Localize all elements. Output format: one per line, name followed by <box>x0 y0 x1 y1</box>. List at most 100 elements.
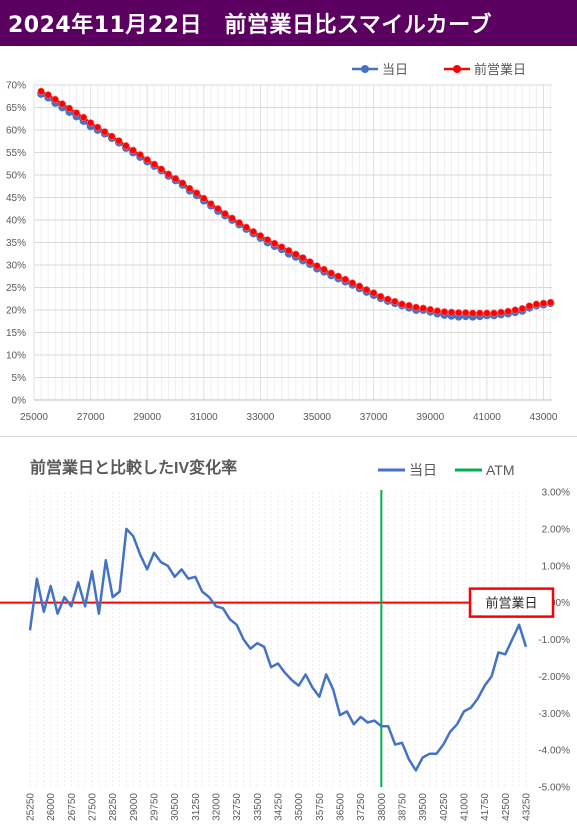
y-tick-label: -3.00% <box>538 709 570 720</box>
legend-swatch-marker <box>453 65 461 73</box>
data-point-previous-day <box>51 95 59 104</box>
x-tick-label: 35000 <box>294 793 305 821</box>
data-point-previous-day <box>306 258 314 266</box>
y-tick-label: 1.00% <box>542 561 570 572</box>
data-point-previous-day <box>525 302 533 310</box>
y-tick-label: 65% <box>6 103 26 114</box>
x-tick-label: 27500 <box>88 793 99 821</box>
data-point-previous-day <box>433 307 441 315</box>
data-point-previous-day <box>285 247 293 255</box>
data-point-previous-day <box>242 223 250 231</box>
data-point-previous-day <box>476 309 484 317</box>
data-point-previous-day <box>447 308 456 316</box>
data-point-previous-day <box>440 308 449 316</box>
data-point-previous-day <box>108 132 116 140</box>
x-tick-label: 32000 <box>212 793 223 821</box>
x-tick-label: 41000 <box>473 412 501 423</box>
x-tick-label: 25250 <box>26 793 37 821</box>
data-point-previous-day <box>214 205 222 213</box>
data-point-previous-day <box>94 123 102 131</box>
x-tick-label: 33000 <box>247 412 275 423</box>
data-point-previous-day <box>469 309 477 317</box>
data-point-previous-day <box>143 156 151 164</box>
x-tick-label: 36500 <box>336 793 347 821</box>
data-point-previous-day <box>299 254 307 262</box>
y-tick-label: 35% <box>6 238 26 249</box>
legend-label: 当日 <box>382 62 408 77</box>
data-point-previous-day <box>419 304 427 312</box>
data-point-previous-day <box>193 189 201 197</box>
data-point-previous-day <box>334 272 342 280</box>
data-point-previous-day <box>129 146 137 154</box>
x-tick-label: 38750 <box>398 793 409 821</box>
x-tick-label: 30500 <box>170 793 181 821</box>
data-point-previous-day <box>72 109 81 117</box>
data-point-previous-day <box>207 200 215 208</box>
y-tick-label: 50% <box>6 171 26 182</box>
data-point-previous-day <box>511 306 519 314</box>
iv-change-svg: 前営業日と比較したIV変化率 3.00% 2.00% 1.00% 0.00% -1.00%… <box>0 458 570 821</box>
data-point-previous-day <box>504 307 512 315</box>
data-point-previous-day <box>200 194 208 202</box>
data-point-previous-day <box>539 299 548 307</box>
x-tick-label: 35750 <box>315 793 326 821</box>
annotation-box <box>468 587 555 618</box>
y-tick-label: 55% <box>6 148 26 159</box>
x-tick-label: 40250 <box>439 793 450 821</box>
data-point-previous-day <box>391 297 399 306</box>
x-tick-label: 27000 <box>77 412 105 423</box>
data-point-previous-day <box>320 265 328 274</box>
series-line-today <box>28 527 528 772</box>
x-tick-label: 34250 <box>274 793 285 821</box>
x-tick-label: 29000 <box>129 793 140 821</box>
x-tick-label: 32750 <box>232 793 243 821</box>
y-tick-label: 0% <box>12 396 27 407</box>
data-point-previous-day <box>235 219 243 227</box>
data-point-previous-day <box>44 91 52 99</box>
iv-change-chart: 前営業日と比較したIV変化率 3.00% 2.00% 1.00% 0.00% -1.00%… <box>0 440 577 828</box>
chart-title: 前営業日と比較したIV変化率 <box>30 458 237 477</box>
data-point-previous-day <box>221 210 229 218</box>
data-point-previous-day <box>518 305 526 313</box>
data-point-previous-day <box>497 308 505 316</box>
y-tick-label: 2.00% <box>542 524 570 535</box>
data-point-previous-day <box>490 309 498 317</box>
data-point-previous-day <box>101 128 109 136</box>
data-point-previous-day <box>186 184 194 193</box>
data-point-previous-day <box>370 289 378 297</box>
data-point-previous-day <box>278 243 286 251</box>
data-point-previous-day <box>546 298 555 306</box>
x-tick-label: 26000 <box>46 793 57 821</box>
data-point-previous-day <box>454 309 463 317</box>
data-point-previous-day <box>412 303 420 311</box>
data-point-previous-day <box>313 262 321 270</box>
data-point-previous-day <box>384 295 392 303</box>
x-tick-label: 41000 <box>460 793 471 821</box>
x-tick-label: 39500 <box>418 793 429 821</box>
x-tick-label: 38000 <box>377 793 388 821</box>
data-point-previous-day <box>426 305 434 314</box>
x-tick-label: 25000 <box>20 412 48 423</box>
y-tick-label: -5.00% <box>538 783 570 794</box>
y-tick-label: 15% <box>6 328 26 339</box>
data-point-previous-day <box>398 300 406 308</box>
data-point-previous-day <box>362 286 371 294</box>
data-point-previous-day <box>249 228 257 236</box>
data-point-previous-day <box>405 301 413 310</box>
legend-label-atm: ATM <box>486 462 515 478</box>
data-point-previous-day <box>271 239 279 247</box>
data-point-previous-day <box>136 151 144 159</box>
data-point-previous-day <box>256 232 265 240</box>
x-tick-label: 37000 <box>360 412 388 423</box>
data-point-previous-day <box>171 175 180 183</box>
legend-swatch-marker <box>361 65 369 73</box>
y-tick-label: 25% <box>6 283 26 294</box>
x-tick-label: 31250 <box>191 793 202 821</box>
y-tick-label: 45% <box>6 193 26 204</box>
data-point-previous-day <box>327 269 335 277</box>
data-point-previous-day <box>292 250 300 258</box>
y-tick-label: 70% <box>6 81 26 92</box>
x-tick-label: 33500 <box>253 793 264 821</box>
x-tick-label: 29750 <box>150 793 161 821</box>
x-tick-label: 41750 <box>480 793 491 821</box>
